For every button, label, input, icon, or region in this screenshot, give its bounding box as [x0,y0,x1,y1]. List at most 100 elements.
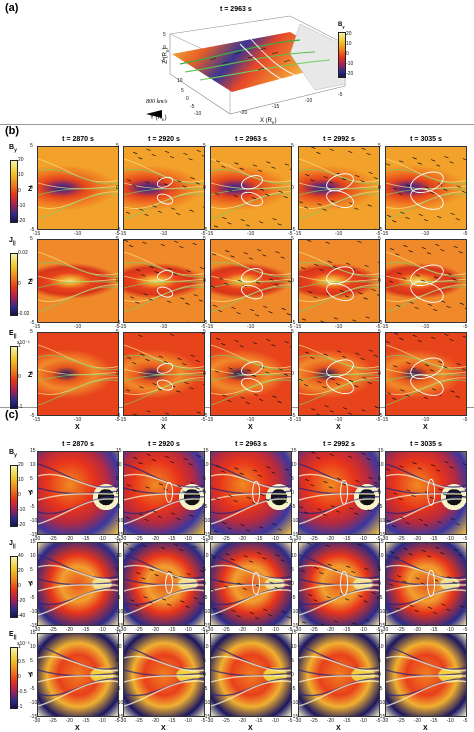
x-tick: -15 [430,718,437,724]
field-overlay [124,147,205,230]
x-tick: -20 [239,718,246,724]
y-tick: -5 [116,504,120,510]
y-tick: -5 [203,686,207,692]
x-tick: -10 [160,324,167,330]
colorbar-tick: 0.02 [18,250,28,256]
colorbar [10,160,18,223]
y-tick: 0 [378,672,381,678]
x-tick: -15 [294,417,301,423]
y-tick: 0 [203,672,206,678]
simulation-panel [210,332,292,416]
panel-a-z-tick: 0 [163,45,166,51]
x-tick: -10 [360,718,367,724]
x-axis-label: X [161,424,166,431]
x-tick: -10 [272,718,279,724]
y-tick: 5 [116,476,119,482]
x-axis-label: X [336,424,341,431]
y-tick: 10 [203,553,209,559]
panel-a-y-tick: -10 [194,111,201,117]
y-tick: 5 [291,658,294,664]
time-title: t = 2992 s [299,441,379,448]
field-overlay [386,333,467,416]
y-tick: 0 [378,371,381,377]
field-overlay [124,543,205,626]
y-tick: 0 [291,278,294,284]
colorbar-tick: 10 [18,172,24,178]
field-overlay [38,452,119,535]
y-tick: 15 [30,448,36,454]
x-tick: -20 [414,718,421,724]
y-tick: 5 [203,236,206,242]
y-tick: -10 [203,609,210,615]
y-tick: 10 [203,644,209,650]
y-tick: 10 [291,462,297,468]
y-tick: 0 [378,581,381,587]
y-tick: -10 [116,518,123,524]
panel-a-x-tick: -20 [240,110,247,116]
x-tick: -5 [463,231,467,237]
time-title: t = 3035 s [386,441,466,448]
colorbar-tick: 0 [18,583,21,589]
x-tick: -10 [422,417,429,423]
y-tick: 10 [378,462,384,468]
x-tick: -10 [422,324,429,330]
x-tick: -10 [335,417,342,423]
x-tick: -10 [74,417,81,423]
x-tick: -5 [463,417,467,423]
x-tick: -25 [397,718,404,724]
x-tick: -15 [119,231,126,237]
field-overlay [211,634,292,717]
colorbar-tick: 0.5 [18,659,25,665]
colorbar-tick: 0 [18,674,21,680]
colorbar [10,647,18,709]
colorbar-tick: 0 [18,492,21,498]
simulation-panel [298,633,380,717]
y-tick: 0 [291,581,294,587]
panel-a-y-tick: 10 [177,78,183,84]
x-tick: -10 [247,417,254,423]
x-tick: -5 [463,324,467,330]
y-tick: -10 [116,700,123,706]
field-overlay [211,333,292,416]
time-title: t = 2870 s [38,441,118,448]
y-tick: 0 [30,490,33,496]
x-tick: -15 [206,231,213,237]
simulation-panel [298,542,380,626]
panel-a-y-tick: 0 [186,96,189,102]
y-tick: 0 [116,371,119,377]
field-overlay [386,634,467,717]
x-tick: -20 [66,718,73,724]
y-tick: -10 [291,700,298,706]
x-axis-label: X [248,424,253,431]
y-tick: 15 [203,448,209,454]
y-tick: -10 [291,609,298,615]
colorbar [10,465,18,527]
y-tick: 15 [378,630,384,636]
panel-c-label: (c) [5,409,18,421]
y-tick: 5 [291,143,294,149]
y-tick: 5 [203,143,206,149]
y-tick: 0 [203,371,206,377]
simulation-panel [123,239,205,323]
field-overlay [299,147,380,230]
x-tick: -15 [294,231,301,237]
y-tick: 5 [116,143,119,149]
x-tick: -30 [381,718,388,724]
field-overlay [386,543,467,626]
y-tick: 0 [30,672,33,678]
y-tick: -10 [203,518,210,524]
y-tick: 0 [203,278,206,284]
y-tick: 5 [30,567,33,573]
simulation-panel [37,239,119,323]
y-tick: 0 [116,672,119,678]
y-tick: 15 [203,630,209,636]
field-overlay [38,147,119,230]
simulation-panel [385,146,467,230]
panel-a-z-tick: 5 [163,32,166,38]
y-tick: 10 [116,553,122,559]
x-tick: -15 [381,417,388,423]
colorbar-tick: -20 [18,218,25,224]
y-tick: 15 [30,630,36,636]
y-tick: -5 [30,504,34,510]
y-tick: 5 [30,658,33,664]
